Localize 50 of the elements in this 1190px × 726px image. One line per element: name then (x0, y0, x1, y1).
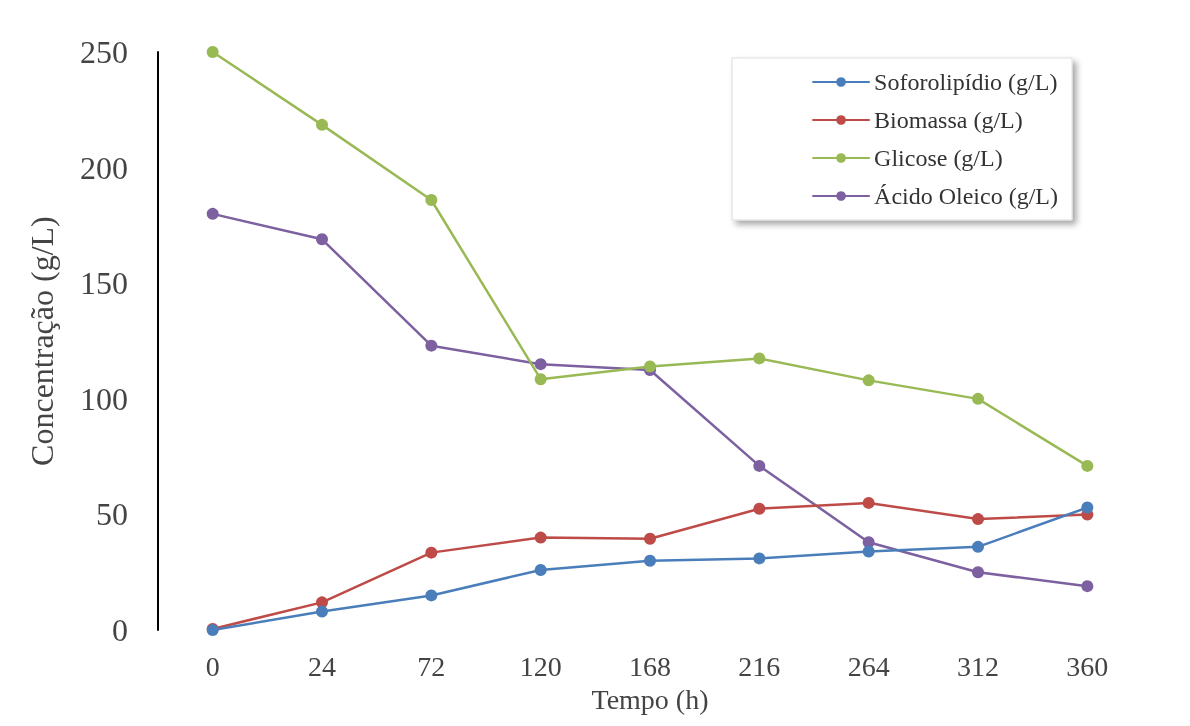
x-tick-label: 216 (738, 650, 781, 682)
point (534, 358, 547, 371)
point (1081, 580, 1094, 593)
point (644, 554, 656, 567)
point (972, 392, 984, 405)
y-tick-label: 0 (112, 612, 128, 649)
point (316, 233, 328, 246)
x-tick-label: 24 (308, 650, 336, 682)
point (425, 194, 438, 206)
x-tick-label: 312 (957, 650, 999, 682)
x-axis-title: Tempo (h) (591, 683, 709, 715)
legend-label: Ácido Oleico (g/L) (874, 183, 1058, 209)
point (1081, 459, 1094, 472)
legend-label: Soforolipídio (g/L) (874, 69, 1058, 95)
point (862, 374, 875, 387)
y-tick-label: 150 (80, 265, 128, 302)
point (644, 532, 656, 545)
y-tick-label: 200 (80, 149, 128, 186)
point (534, 563, 547, 576)
point (425, 589, 438, 602)
point (862, 545, 875, 558)
point (972, 540, 984, 553)
x-tick-label: 360 (1066, 650, 1109, 682)
point (316, 605, 328, 618)
point (862, 496, 875, 509)
point (753, 502, 766, 515)
y-tick-label: 50 (96, 496, 128, 533)
point (972, 513, 984, 526)
legend-label: Glicose (g/L) (874, 145, 1003, 171)
y-axis-title: Concentração (g/L) (24, 216, 60, 466)
x-tick-label: 0 (205, 650, 220, 682)
point (972, 566, 984, 579)
y-tick-label: 100 (80, 380, 128, 417)
point (753, 459, 766, 472)
point (425, 546, 438, 559)
point (534, 373, 547, 386)
x-tick-label: 72 (417, 650, 446, 682)
point (1081, 501, 1094, 514)
point (534, 531, 547, 544)
point (753, 352, 766, 365)
x-tick-label: 264 (847, 650, 890, 682)
point (206, 46, 219, 58)
point (425, 339, 438, 352)
point (316, 118, 328, 131)
point (753, 552, 766, 565)
legend-label: Biomassa (g/L) (874, 107, 1023, 133)
x-tick-label: 120 (519, 650, 562, 682)
point (206, 207, 219, 220)
y-tick-label: 250 (80, 34, 128, 70)
x-tick-label: 168 (629, 650, 671, 682)
